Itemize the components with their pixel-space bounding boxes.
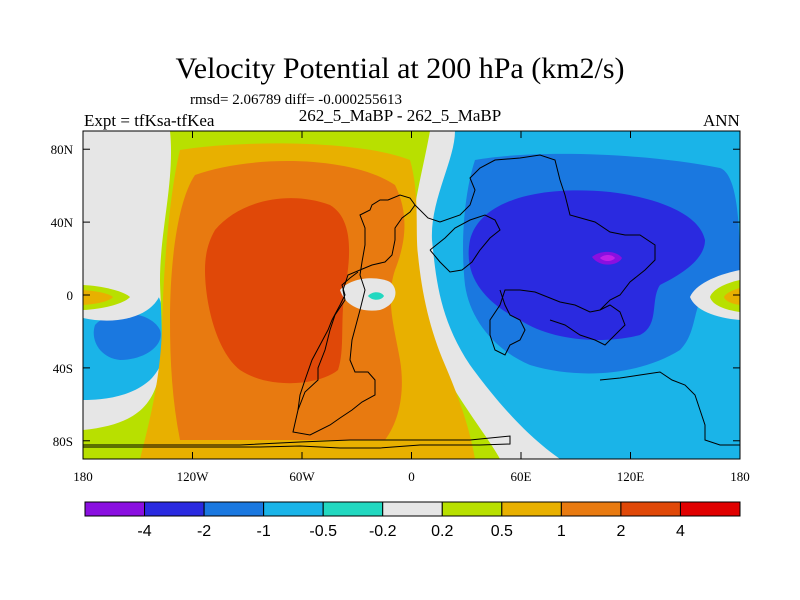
chart-title: Velocity Potential at 200 hPa (km2/s) [175, 52, 625, 85]
negative-shell-4-core [600, 255, 615, 261]
colorbar-swatch [84, 501, 146, 517]
y-tick-label: 80S [53, 434, 73, 449]
x-tick-label: 180 [730, 469, 750, 484]
negative-shell-2 [468, 190, 705, 340]
case-label: 262_5_MaBP - 262_5_MaBP [298, 106, 502, 125]
colorbar-label: 0.5 [491, 523, 513, 540]
colorbar-swatch [322, 501, 384, 517]
contour-field [83, 131, 740, 459]
maritime-outline [549, 304, 626, 346]
x-tick-label: 60W [289, 469, 315, 484]
colorbar-swatch [441, 501, 503, 517]
x-tick-label: 60E [511, 469, 532, 484]
colorbar-label: -0.5 [309, 523, 337, 540]
colorbar: -4 -2 -1 -0.5 -0.2 0.2 0.5 1 2 4 [84, 501, 741, 540]
australia-outline [599, 371, 740, 446]
africa-outline [292, 194, 416, 436]
south-america-outline [297, 271, 359, 411]
x-tick-label: 0 [408, 469, 415, 484]
positive-shell-4 [205, 198, 350, 384]
y-tick-label: 80N [51, 142, 74, 157]
colorbar-label: -4 [137, 523, 151, 540]
colorbar-swatch [679, 501, 741, 517]
colorbar-label: 2 [616, 523, 625, 540]
experiment-label: Expt = tfKsa-tfKea [84, 111, 215, 130]
y-tick-label: 0 [67, 288, 74, 303]
colorbar-swatch [203, 501, 265, 517]
colorbar-swatch [620, 501, 681, 517]
x-tick-label: 180 [73, 469, 93, 484]
colorbar-label: 0.2 [431, 523, 453, 540]
atlantic-eq-gap [340, 278, 396, 311]
colorbar-label: 1 [557, 523, 566, 540]
colorbar-swatch [263, 501, 324, 517]
colorbar-swatch [382, 501, 443, 517]
atlantic-eq-core [368, 292, 384, 300]
stats-text: rmsd= 2.06789 diff= -0.000255613 [190, 92, 403, 108]
colorbar-label: -2 [197, 523, 211, 540]
y-tick-label: 40S [53, 361, 73, 376]
continent-outlines [83, 154, 740, 449]
middle-east-outline [429, 214, 501, 273]
x-tick-label: 120E [617, 469, 645, 484]
colorbar-label: -1 [257, 523, 271, 540]
left-eq-positive-1 [83, 290, 113, 305]
colorbar-label: 4 [676, 523, 685, 540]
y-tick-label: 40N [51, 215, 74, 230]
right-eq-positive-1 [724, 288, 740, 305]
colorbar-swatch [144, 501, 205, 517]
south-pacific-negative [93, 313, 161, 360]
y-axis: 80N 40N 0 40S 80S [51, 142, 740, 449]
season-label: ANN [703, 111, 740, 130]
x-axis: 180 120W 60W 0 60E 120E 180 [73, 131, 750, 484]
colorbar-label: -0.2 [369, 523, 397, 540]
x-tick-label: 120W [177, 469, 210, 484]
eurasia-outline [414, 154, 656, 356]
colorbar-swatch [560, 501, 622, 517]
antarctic-coast [83, 435, 511, 449]
colorbar-swatch [501, 501, 562, 517]
